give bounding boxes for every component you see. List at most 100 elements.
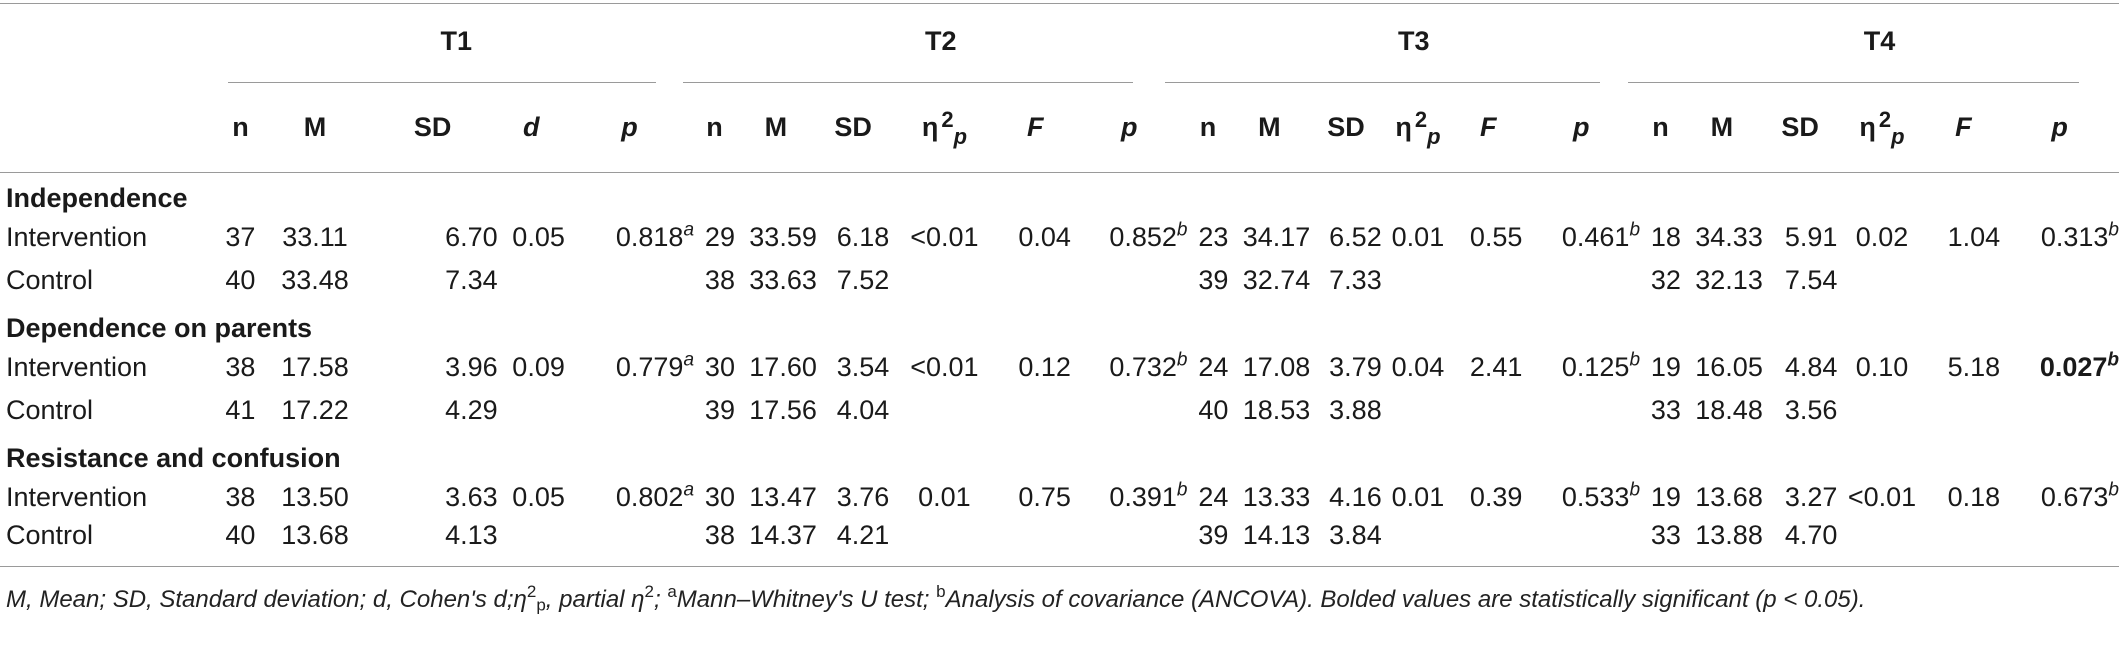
- top-rule: [0, 3, 2119, 4]
- t2-p-cell: 0.391b: [1109, 479, 1188, 512]
- t2-f-header: F: [1026, 111, 1044, 142]
- t2-n-cell: 30: [704, 482, 735, 512]
- t3-n-cell: 24: [1198, 482, 1229, 512]
- t4-n-cell: 19: [1650, 482, 1681, 512]
- column-header-row: n M SD d p n M SD η 2p F p n M SD η 2p F p…: [0, 82, 2119, 172]
- t3-sd-cell: 3.84: [1329, 520, 1382, 550]
- t2-m-header: M: [764, 111, 788, 142]
- t4-sd-cell: 4.70: [1784, 520, 1838, 550]
- table-row: Intervention 38 17.58 3.96 0.09 0.779a 30 17.60…: [0, 346, 2119, 389]
- t3-p-cell: 0.461b: [1561, 219, 1641, 252]
- group-label: Independence: [6, 183, 188, 213]
- t2-m-cell: 17.60: [749, 352, 817, 382]
- t3-eta-header: η 2p: [1395, 106, 1441, 149]
- t2-f-cell: [1000, 259, 1071, 302]
- t4-sd-cell: 7.54: [1784, 265, 1838, 295]
- t4-n-cell: 18: [1650, 222, 1681, 252]
- t3-m-header: M: [1258, 111, 1281, 142]
- row-label: Intervention: [6, 482, 148, 512]
- t1-m-cell: 13.50: [281, 482, 349, 512]
- t4-header: T4: [1863, 25, 1896, 56]
- t4-eta-cell: [1837, 519, 1926, 562]
- t4-sd-cell: 4.84: [1784, 352, 1838, 382]
- t3-m-cell: 13.33: [1242, 482, 1311, 512]
- t4-eta-cell: <0.01: [1847, 482, 1917, 512]
- t4-p-header: p: [2051, 111, 2068, 142]
- t2-n-cell: 39: [704, 395, 735, 425]
- t3-p-cell: 0.125b: [1561, 349, 1641, 382]
- t1-m-header: M: [303, 111, 327, 142]
- table-row: Intervention 38 13.50 3.63 0.05 0.802a 30 13.47…: [0, 476, 2119, 519]
- t1-d-cell: [498, 389, 565, 432]
- group-header-row: Independence: [0, 172, 2119, 216]
- t1-sd-cell: 3.96: [445, 352, 498, 382]
- t1-n-cell: 40: [225, 265, 256, 295]
- t4-f-cell: 5.18: [1947, 352, 2001, 382]
- t4-m-cell: 16.05: [1695, 352, 1763, 382]
- t3-sd-cell: 3.88: [1329, 395, 1382, 425]
- t4-eta-cell: [1837, 389, 1926, 432]
- t3-f-cell: [1454, 259, 1522, 302]
- t4-p-cell: [2000, 259, 2119, 302]
- t2-p-cell: 0.852b: [1109, 219, 1188, 252]
- t4-n-cell: 19: [1650, 352, 1681, 382]
- table-row: Control 40 13.68 4.13 38 14.37 4.21 39 14.13 3.84…: [0, 519, 2119, 562]
- t3-eta-cell: 0.04: [1391, 352, 1445, 382]
- group-header-row: Dependence on parents: [0, 302, 2119, 346]
- t3-n-cell: 39: [1198, 520, 1229, 550]
- t2-p-cell: [1071, 519, 1188, 562]
- t4-sd-cell: 3.27: [1784, 482, 1838, 512]
- t2-f-cell: 0.12: [1018, 352, 1071, 382]
- t4-eta-cell: [1837, 259, 1926, 302]
- t1-n-cell: 38: [225, 352, 256, 382]
- time-point-header-row: T1 T2 T3 T4: [0, 0, 2119, 82]
- t2-n-header: n: [706, 111, 723, 142]
- row-label: Intervention: [6, 352, 148, 382]
- t1-p-cell: 0.818a: [615, 219, 695, 252]
- t2-sd-cell: 7.52: [836, 265, 890, 295]
- t4-p-cell: [2000, 389, 2119, 432]
- t4-p-cell: 0.313b: [2040, 219, 2119, 252]
- t4-p-cell: [2000, 519, 2119, 562]
- t1-p-cell: [565, 519, 694, 562]
- t3-m-cell: 34.17: [1242, 222, 1311, 252]
- t4-f-cell: [1927, 389, 2001, 432]
- statistics-table: T1 T2 T3 T4 n M SD d p n M SD η 2p F p n …: [0, 0, 2119, 562]
- t4-m-header: M: [1710, 111, 1734, 142]
- t2-underline: [683, 82, 1133, 83]
- t3-n-cell: 40: [1198, 395, 1229, 425]
- t2-m-cell: 13.47: [749, 482, 817, 512]
- table-footnote: M, Mean; SD, Standard deviation; d, Cohe…: [6, 582, 1866, 615]
- t4-n-cell: 32: [1650, 265, 1681, 295]
- t1-underline: [228, 82, 656, 83]
- t4-m-cell: 18.48: [1695, 395, 1763, 425]
- t3-sd-cell: 7.33: [1329, 265, 1382, 295]
- t2-m-cell: 33.59: [749, 222, 817, 252]
- t2-eta-cell: <0.01: [910, 222, 979, 252]
- corner-cell: [0, 0, 218, 82]
- t1-n-cell: 41: [225, 395, 256, 425]
- t1-header: T1: [440, 25, 472, 56]
- t3-f-header: F: [1480, 111, 1497, 142]
- t1-d-header: d: [523, 111, 540, 142]
- t3-eta-cell: [1382, 389, 1454, 432]
- t3-f-cell: [1454, 389, 1522, 432]
- t4-p-cell: 0.673b: [2040, 479, 2119, 512]
- header-rule: [0, 172, 2119, 173]
- t1-m-cell: 17.58: [281, 352, 349, 382]
- t2-sd-cell: 6.18: [836, 222, 890, 252]
- t3-m-cell: 14.13: [1242, 520, 1311, 550]
- t2-eta-cell: [889, 259, 999, 302]
- t3-eta-cell: [1382, 519, 1454, 562]
- t1-p-cell: [565, 259, 694, 302]
- t4-sd-header: SD: [1781, 111, 1819, 142]
- t1-sd-header: SD: [413, 111, 452, 142]
- t2-sd-cell: 4.21: [836, 520, 890, 550]
- t4-n-header: n: [1652, 111, 1669, 142]
- t2-f-cell: 0.04: [1018, 222, 1071, 252]
- t4-n-cell: 33: [1650, 520, 1681, 550]
- t3-m-cell: 32.74: [1242, 265, 1311, 295]
- t1-n-cell: 37: [225, 222, 256, 252]
- t4-f-cell: 1.04: [1947, 222, 2001, 252]
